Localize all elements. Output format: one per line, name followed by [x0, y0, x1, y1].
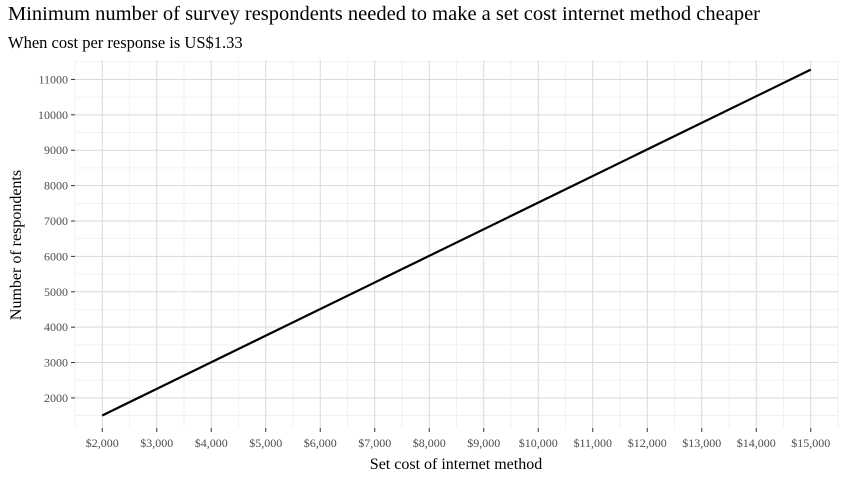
minor-gridlines [74, 60, 839, 428]
x-tick-label: $5,000 [249, 436, 282, 450]
x-tick-label: $7,000 [358, 436, 391, 450]
y-tick-label: 9000 [44, 143, 68, 157]
x-tick-label: $10,000 [519, 436, 558, 450]
x-tick-label: $13,000 [682, 436, 721, 450]
x-axis-title: Set cost of internet method [370, 456, 542, 473]
y-axis-title: Number of respondents [8, 170, 25, 320]
x-tick-label: $11,000 [573, 436, 612, 450]
series-layer [101, 68, 812, 417]
y-axis-tick-labels: 2000 3000 4000 5000 6000 7000 8000 9000 10000 110… [38, 72, 68, 404]
x-axis-tick-labels: $2,000 $3,000 $4,000 $5,000 $6,000 $7,000 $8,0… [86, 436, 831, 450]
y-tick-label: 5000 [44, 285, 68, 299]
x-tick-label: $12,000 [628, 436, 667, 450]
chart-title: Minimum number of survey respondents nee… [8, 3, 761, 25]
y-tick-label: 8000 [44, 179, 68, 193]
x-tick-label: $2,000 [86, 436, 119, 450]
x-tick-label: $8,000 [413, 436, 446, 450]
x-tick-label: $6,000 [304, 436, 337, 450]
axis-ticks [71, 78, 812, 432]
x-tick-label: $14,000 [737, 436, 776, 450]
y-tick-label: 7000 [44, 214, 68, 228]
series-line [101, 68, 812, 417]
x-tick-label: $9,000 [467, 436, 500, 450]
x-tick-label: $4,000 [195, 436, 228, 450]
y-tick-label: 3000 [44, 356, 68, 370]
y-tick-label: 4000 [44, 320, 68, 334]
y-tick-label: 6000 [44, 249, 68, 263]
y-tick-label: 2000 [44, 391, 68, 405]
y-tick-label: 11000 [38, 72, 68, 86]
x-tick-label: $3,000 [140, 436, 173, 450]
x-tick-label: $15,000 [791, 436, 830, 450]
y-tick-label: 10000 [38, 108, 68, 122]
chart-subtitle: When cost per response is US$1.33 [8, 33, 243, 52]
major-gridlines [75, 60, 838, 428]
